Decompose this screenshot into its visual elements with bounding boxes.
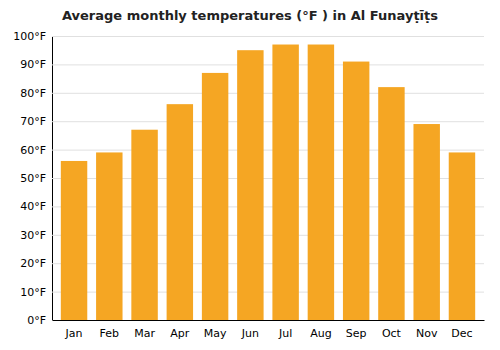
x-tick-label: Jun bbox=[241, 327, 259, 340]
bars bbox=[61, 45, 475, 320]
x-tick-label: May bbox=[204, 327, 227, 340]
grid-line bbox=[52, 93, 484, 94]
x-tick-label: Nov bbox=[416, 327, 438, 340]
y-tick: 100°F bbox=[13, 30, 484, 43]
bar bbox=[449, 152, 475, 320]
bar bbox=[272, 45, 298, 320]
bar bbox=[343, 62, 369, 320]
bar bbox=[308, 45, 334, 320]
x-tick-label: Sep bbox=[346, 327, 367, 340]
x-tick-label: Mar bbox=[134, 327, 155, 340]
grid-line bbox=[52, 64, 484, 65]
bar bbox=[61, 161, 87, 320]
x-tick-label: Jul bbox=[278, 327, 292, 340]
bar bbox=[167, 104, 193, 320]
y-tick-label: 90°F bbox=[20, 58, 46, 71]
x-axis-line bbox=[53, 320, 485, 321]
chart-container: Average monthly temperatures (°F ) in Al… bbox=[0, 0, 500, 350]
y-tick-label: 30°F bbox=[20, 229, 46, 242]
x-tick-label: Apr bbox=[170, 327, 190, 340]
x-tick: Jan bbox=[65, 327, 83, 340]
bar bbox=[202, 73, 228, 320]
x-tick: Aug bbox=[310, 327, 331, 340]
plot-area: 0°F 10°F 20°F 30°F 40°F 50°F 60°F 70°F 80°F 90°F 1… bbox=[13, 30, 484, 340]
y-tick-label: 100°F bbox=[13, 30, 46, 43]
x-tick-label: Aug bbox=[310, 327, 331, 340]
x-tick: Oct bbox=[382, 327, 402, 340]
y-tick-label: 20°F bbox=[20, 257, 46, 270]
y-tick-label: 10°F bbox=[20, 286, 46, 299]
bar bbox=[131, 130, 157, 320]
grid-line bbox=[52, 320, 484, 321]
y-axis: 0°F 10°F 20°F 30°F 40°F 50°F 60°F 70°F 80°F 90°F 1… bbox=[13, 30, 484, 327]
bar bbox=[413, 124, 439, 320]
chart-svg: Average monthly temperatures (°F ) in Al… bbox=[0, 0, 500, 350]
y-tick-label: 80°F bbox=[20, 87, 46, 100]
y-tick-label: 70°F bbox=[20, 115, 46, 128]
x-tick: Mar bbox=[134, 327, 155, 340]
x-tick: May bbox=[204, 327, 227, 340]
y-tick-label: 50°F bbox=[20, 172, 46, 185]
x-tick: Apr bbox=[170, 327, 190, 340]
x-tick: Dec bbox=[451, 327, 472, 340]
y-tick-label: 60°F bbox=[20, 144, 46, 157]
bar bbox=[378, 87, 404, 320]
x-axis: Jan Feb Mar Apr May Jun Jul Aug Sep Oct Nov Dec bbox=[53, 321, 485, 340]
y-tick-label: 40°F bbox=[20, 200, 46, 213]
x-tick: Sep bbox=[346, 327, 367, 340]
x-tick-label: Feb bbox=[100, 327, 119, 340]
x-tick-label: Oct bbox=[382, 327, 402, 340]
grid-line bbox=[52, 36, 484, 37]
x-tick-label: Dec bbox=[451, 327, 472, 340]
y-tick-label: 0°F bbox=[27, 314, 46, 327]
x-tick: Jun bbox=[241, 327, 259, 340]
bar bbox=[96, 152, 122, 320]
x-tick-label: Jan bbox=[65, 327, 83, 340]
x-tick: Feb bbox=[100, 327, 119, 340]
chart-title: Average monthly temperatures (°F ) in Al… bbox=[62, 8, 438, 23]
x-tick: Jul bbox=[278, 327, 292, 340]
grid-line bbox=[52, 121, 484, 122]
x-tick: Nov bbox=[416, 327, 438, 340]
bar bbox=[237, 50, 263, 320]
